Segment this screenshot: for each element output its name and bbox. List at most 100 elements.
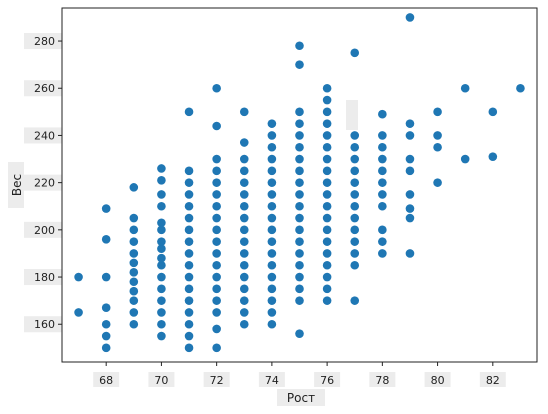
plot-frame	[61, 7, 538, 363]
y-tick-label: 220	[34, 177, 55, 190]
data-point	[267, 249, 277, 258]
data-point	[295, 131, 304, 140]
data-point	[212, 154, 221, 164]
data-point	[74, 308, 83, 317]
data-point	[350, 166, 360, 176]
data-point	[157, 260, 166, 270]
data-point	[212, 237, 221, 246]
data-point	[322, 119, 332, 128]
data-point	[157, 201, 166, 211]
data-point	[322, 83, 332, 93]
data-point	[184, 343, 194, 353]
data-point	[350, 296, 360, 305]
data-point	[129, 286, 139, 296]
data-point	[295, 154, 304, 164]
data-point	[157, 237, 166, 246]
data-point	[322, 131, 332, 140]
x-tick-background	[258, 372, 285, 387]
data-point	[239, 190, 249, 199]
data-point	[267, 296, 277, 305]
data-points	[74, 13, 525, 353]
x-tick-label: 70	[154, 374, 168, 387]
x-tick-background	[479, 372, 506, 387]
data-point	[184, 166, 194, 176]
x-tick-label: 72	[210, 374, 224, 387]
data-point	[129, 296, 139, 305]
data-point	[405, 13, 415, 22]
data-point	[433, 178, 442, 187]
data-point	[239, 319, 249, 329]
data-point	[267, 213, 277, 223]
y-tick-label: 260	[34, 82, 55, 95]
data-point	[516, 83, 525, 93]
data-point	[405, 204, 415, 213]
data-point	[212, 343, 221, 353]
data-point	[212, 166, 221, 176]
data-point	[433, 142, 442, 152]
data-point	[322, 225, 332, 235]
data-point	[322, 249, 332, 258]
data-point	[322, 142, 332, 152]
data-point	[267, 178, 277, 187]
y-axis-label-background	[8, 162, 24, 208]
data-point	[184, 272, 194, 282]
data-point	[322, 95, 332, 105]
data-point	[184, 190, 194, 199]
data-point	[184, 284, 194, 294]
data-point	[212, 213, 221, 223]
y-tick-background	[24, 127, 62, 144]
y-tick-label: 280	[34, 35, 55, 48]
data-point	[295, 284, 304, 294]
data-point	[488, 152, 498, 161]
data-point	[350, 48, 360, 58]
data-point	[212, 190, 221, 199]
data-point	[378, 225, 387, 235]
data-point	[378, 178, 387, 187]
y-axis-label: Вес	[10, 174, 24, 196]
data-point	[184, 107, 194, 117]
overlay-mark	[346, 100, 358, 130]
data-point	[101, 319, 111, 329]
data-point	[378, 190, 387, 199]
data-point	[212, 296, 221, 305]
data-point	[322, 166, 332, 176]
data-point	[350, 178, 360, 187]
data-point	[405, 190, 415, 199]
data-point	[378, 109, 387, 119]
data-point	[212, 249, 221, 258]
data-point	[239, 166, 249, 176]
data-point	[378, 249, 387, 258]
data-point	[267, 201, 277, 211]
data-point	[405, 119, 415, 128]
data-point	[212, 284, 221, 294]
data-point	[378, 166, 387, 176]
data-point	[239, 178, 249, 187]
data-point	[295, 272, 304, 282]
x-tick-label: 74	[265, 374, 279, 387]
data-point	[239, 237, 249, 246]
y-tick-label: 200	[34, 224, 55, 237]
y-tick-background	[24, 80, 62, 97]
data-point	[239, 225, 249, 235]
data-point	[378, 237, 387, 246]
data-point	[74, 272, 83, 282]
data-point	[212, 225, 221, 235]
data-point	[405, 131, 415, 140]
data-point	[101, 303, 111, 313]
data-point	[350, 249, 360, 258]
data-point	[157, 164, 166, 173]
data-point	[101, 204, 111, 213]
data-point	[295, 296, 304, 305]
data-point	[184, 296, 194, 305]
data-point	[350, 213, 360, 223]
data-point	[433, 107, 442, 117]
data-point	[295, 41, 304, 51]
data-point	[129, 277, 139, 287]
data-point	[378, 131, 387, 140]
data-point	[239, 201, 249, 211]
data-point	[267, 166, 277, 176]
data-point	[350, 201, 360, 211]
data-point	[212, 121, 221, 131]
data-point	[295, 329, 304, 338]
x-axis-ticks: 68 70 72 74 76 78 80 82	[93, 362, 506, 387]
